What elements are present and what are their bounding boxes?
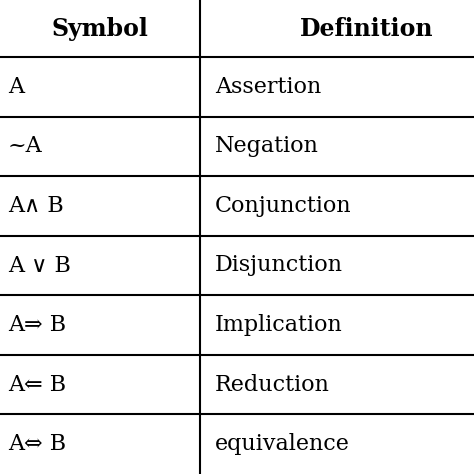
Text: Conjunction: Conjunction xyxy=(215,195,352,217)
Text: A: A xyxy=(8,76,24,98)
Text: ~A: ~A xyxy=(8,136,43,157)
Text: A⇔ B: A⇔ B xyxy=(8,433,66,455)
Text: Reduction: Reduction xyxy=(215,374,330,396)
Text: A⇒ B: A⇒ B xyxy=(8,314,66,336)
Text: Implication: Implication xyxy=(215,314,343,336)
Text: A∧ B: A∧ B xyxy=(8,195,64,217)
Text: Negation: Negation xyxy=(215,136,319,157)
Text: Assertion: Assertion xyxy=(215,76,321,98)
Text: A⇐ B: A⇐ B xyxy=(8,374,66,396)
Text: Definition: Definition xyxy=(300,17,434,40)
Text: equivalence: equivalence xyxy=(215,433,350,455)
Text: Disjunction: Disjunction xyxy=(215,255,343,276)
Text: A ∨ B: A ∨ B xyxy=(8,255,71,276)
Text: Symbol: Symbol xyxy=(52,17,148,40)
